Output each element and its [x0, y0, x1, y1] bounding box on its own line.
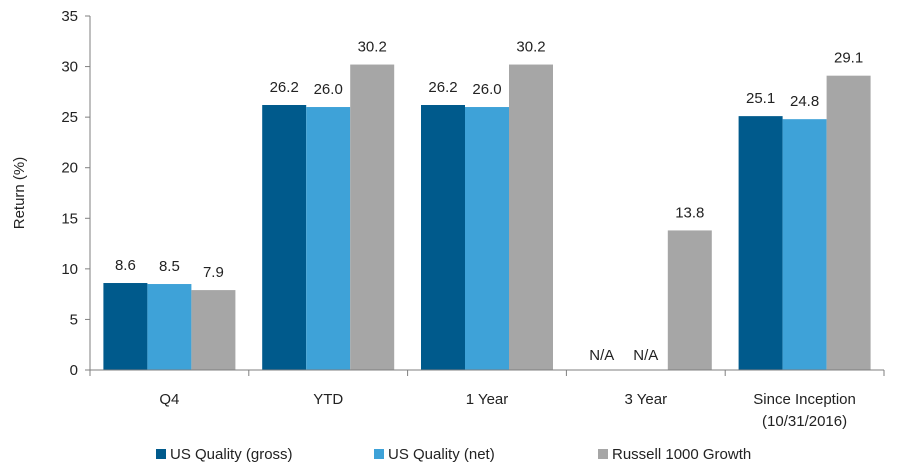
bar	[262, 105, 307, 371]
x-tick-label: (10/31/2016)	[762, 413, 847, 430]
bar	[738, 116, 783, 370]
bar	[350, 64, 395, 370]
data-label: 26.2	[428, 79, 457, 96]
data-label: 8.6	[115, 257, 136, 274]
y-tick-label: 30	[61, 59, 78, 76]
y-axis-title: Return (%)	[11, 157, 28, 230]
data-label: N/A	[633, 347, 658, 364]
data-label: 26.0	[472, 81, 501, 98]
y-tick-label: 5	[70, 311, 78, 328]
data-label: 13.8	[675, 204, 704, 221]
legend-swatch	[598, 449, 608, 459]
data-label: 8.5	[159, 258, 180, 275]
bar	[191, 290, 236, 370]
bar	[509, 64, 553, 370]
data-label: 7.9	[203, 264, 224, 281]
y-tick-label: 20	[61, 160, 78, 177]
data-label: 26.0	[314, 81, 343, 98]
legend-label: Russell 1000 Growth	[612, 446, 751, 463]
data-label: 30.2	[516, 39, 545, 56]
x-axis: Q4 YTD 1 Year 3 Year Since Inception (10/31/2…	[89, 369, 885, 430]
bar	[306, 107, 351, 371]
x-tick-label: Since Inception	[753, 391, 856, 408]
y-tick-label: 0	[70, 362, 78, 379]
data-label: 30.2	[358, 39, 387, 56]
legend-entry: US Quality (gross)	[156, 446, 293, 463]
data-label: 25.1	[746, 90, 775, 107]
bar	[103, 283, 148, 370]
y-axis: 0 5 10 15 20 25 30 35	[61, 8, 91, 379]
bars	[103, 64, 871, 371]
legend-entry: Russell 1000 Growth	[598, 446, 751, 463]
y-tick-label: 35	[61, 8, 78, 25]
x-tick-label: 1 Year	[466, 391, 509, 408]
x-tick-label: 3 Year	[625, 391, 668, 408]
bar	[421, 105, 465, 371]
bar	[147, 284, 192, 370]
legend-swatch	[374, 449, 384, 459]
legend: US Quality (gross) US Quality (net) Russel…	[156, 446, 751, 463]
data-label: 26.2	[270, 79, 299, 96]
bar	[782, 119, 827, 370]
data-label: 29.1	[834, 50, 863, 67]
bar	[667, 230, 712, 370]
legend-label: US Quality (gross)	[170, 446, 293, 463]
y-tick-label: 10	[61, 261, 78, 278]
x-tick-label: YTD	[313, 391, 343, 408]
bar	[465, 107, 509, 371]
x-tick-label: Q4	[159, 391, 179, 408]
data-labels: 8.6 8.5 7.9 26.2 26.0 30.2 26.2 26.0 30.2 N/A N/A 1…	[115, 39, 863, 364]
data-label: 24.8	[790, 93, 819, 110]
y-tick-label: 15	[61, 210, 78, 227]
bar	[826, 75, 871, 370]
legend-swatch	[156, 449, 166, 459]
legend-label: US Quality (net)	[388, 446, 495, 463]
data-label: N/A	[589, 347, 614, 364]
y-tick-label: 25	[61, 109, 78, 126]
legend-entry: US Quality (net)	[374, 446, 495, 463]
